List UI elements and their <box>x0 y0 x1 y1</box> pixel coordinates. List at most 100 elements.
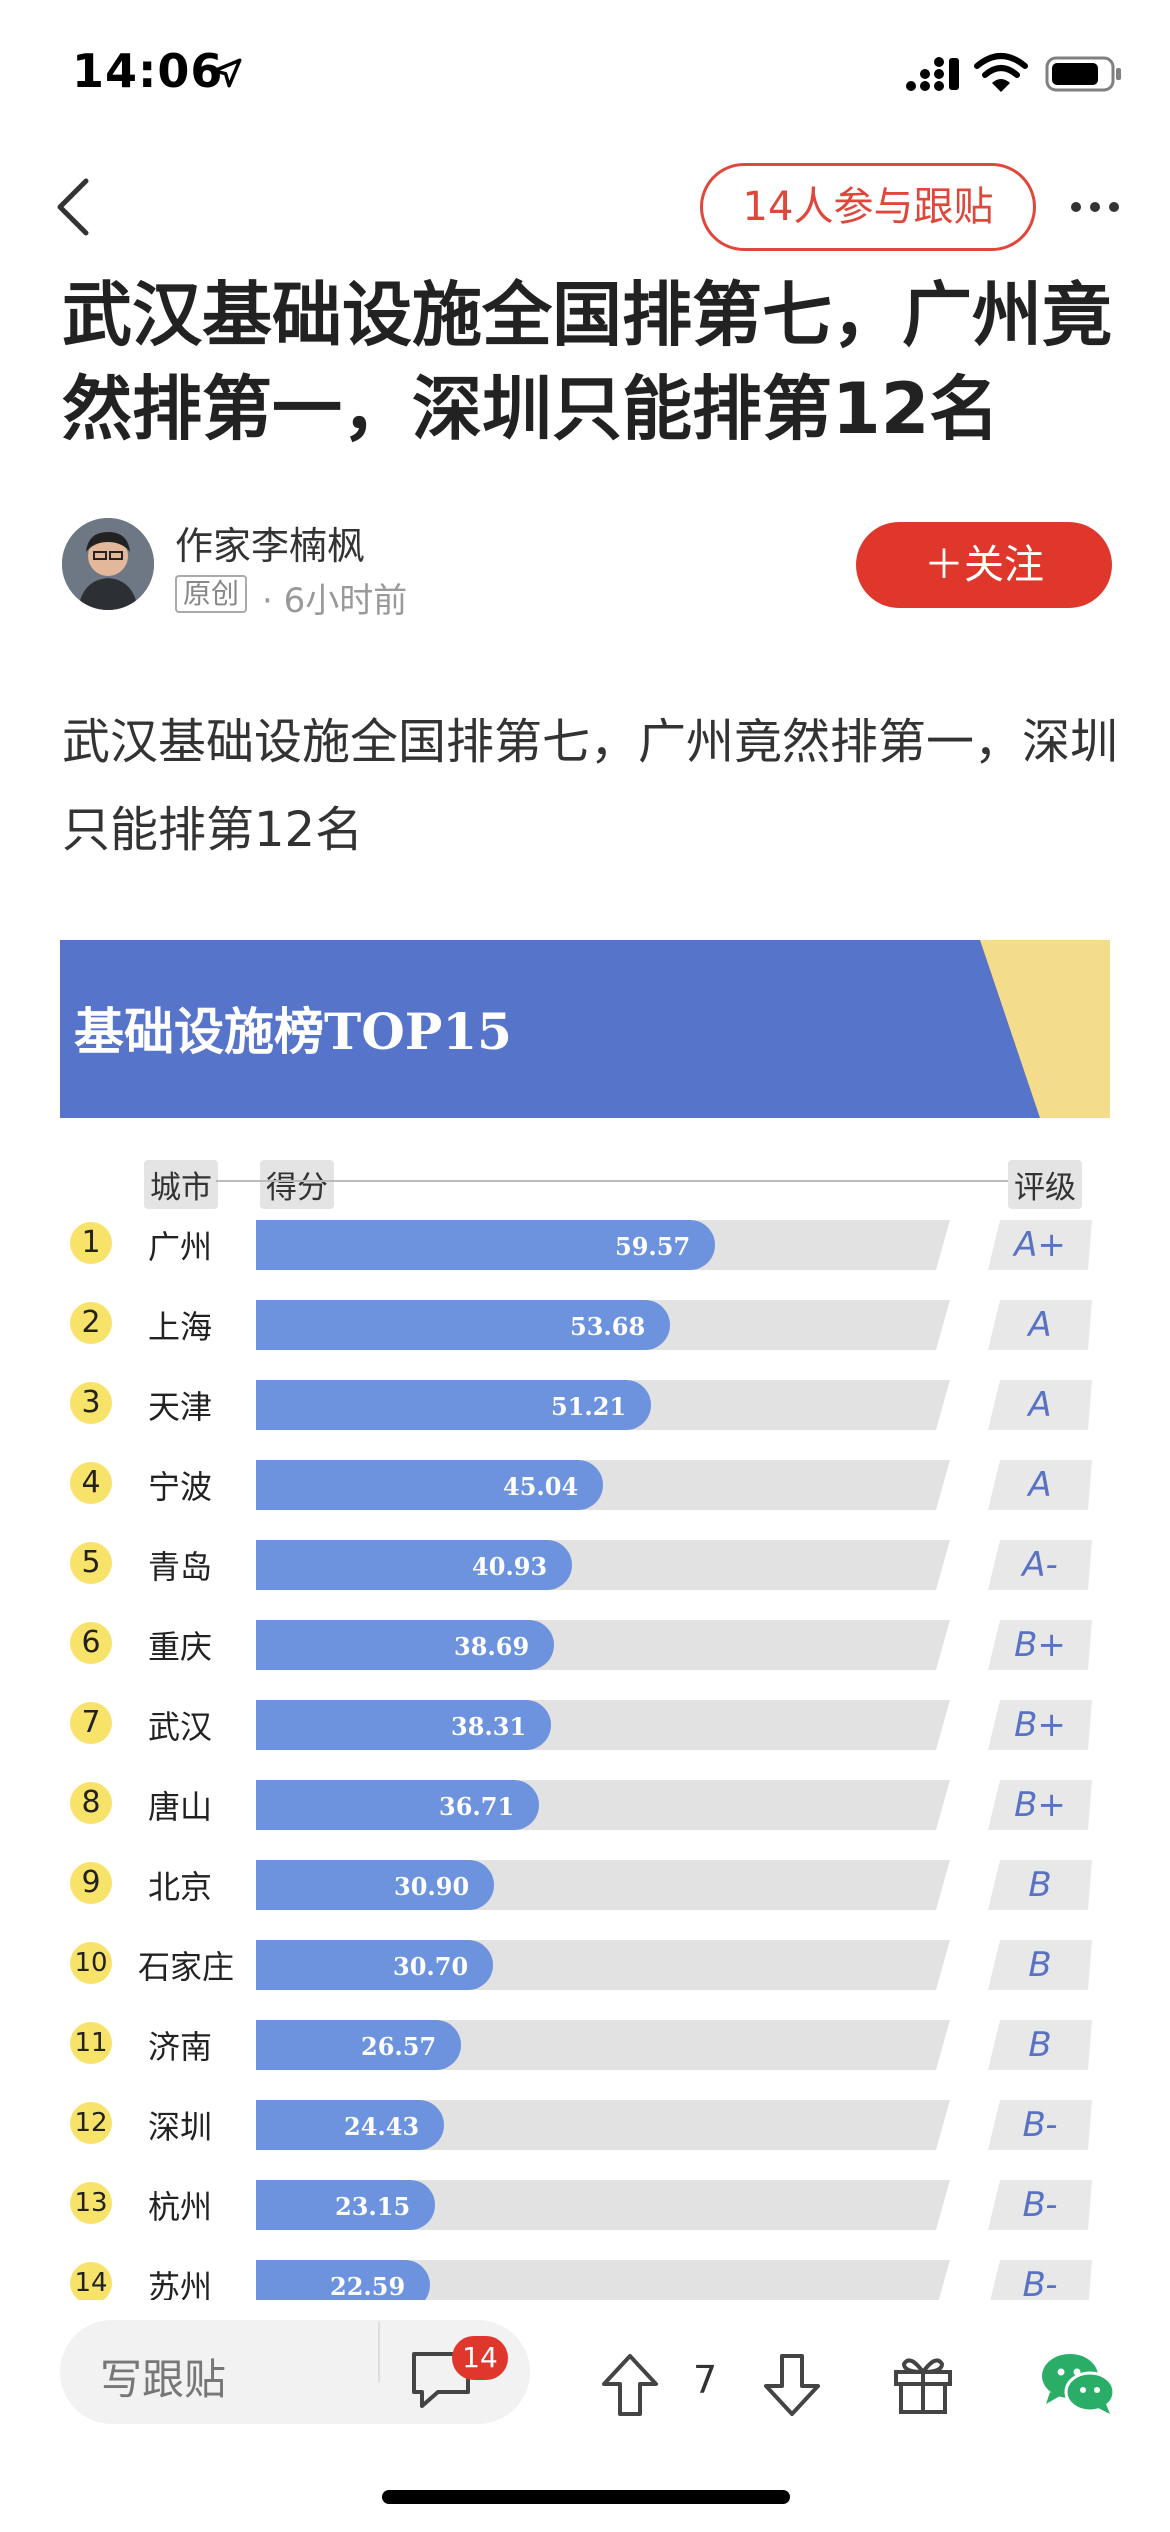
downvote-icon[interactable] <box>762 2352 822 2418</box>
rank-city: 深圳 <box>148 2108 213 2146</box>
grade-badge: B- <box>988 2180 1092 2230</box>
grade-badge: B <box>988 1940 1092 1990</box>
column-score-header: 得分 <box>260 1160 334 1209</box>
wechat-icon[interactable] <box>1040 2350 1116 2416</box>
wifi-icon <box>974 53 1028 92</box>
rank-city: 天津 <box>148 1388 213 1426</box>
rank-city: 济南 <box>148 2028 213 2066</box>
home-indicator <box>382 2490 790 2504</box>
author-name[interactable]: 作家李楠枫 <box>175 524 366 568</box>
avatar[interactable] <box>62 518 154 610</box>
ranking-image: 基础设施榜TOP15 城市 得分 评级 1 广州 59.57 A+ 2 上海 53.68 A 3… <box>60 940 1110 2300</box>
rank-city: 广州 <box>148 1228 213 1266</box>
vote-count: 7 <box>693 2358 718 2402</box>
rank-number: 1 <box>70 1222 112 1264</box>
grade-badge: B+ <box>988 1620 1092 1670</box>
article-title: 武汉基础设施全国排第七，广州竟然排第一，深圳只能排第12名 <box>62 274 1112 450</box>
score-bar <box>256 1300 670 1350</box>
original-badge: 原创 <box>175 575 248 613</box>
rank-city: 苏州 <box>148 2268 213 2300</box>
gift-icon[interactable] <box>890 2350 956 2416</box>
rank-number: 11 <box>70 2022 112 2064</box>
rank-number: 6 <box>70 1622 112 1664</box>
follow-button[interactable]: ＋关注 <box>856 522 1112 608</box>
score-bar-track <box>256 2020 950 2070</box>
ranking-row: 10 石家庄 30.70 B <box>60 1928 1110 1998</box>
ranking-row: 7 武汉 38.31 B+ <box>60 1688 1110 1758</box>
status-bar: 14:06 <box>0 0 1170 150</box>
upvote-icon[interactable] <box>600 2352 660 2418</box>
ranking-row: 12 深圳 24.43 B- <box>60 2088 1110 2158</box>
grade-badge: B <box>988 1860 1092 1910</box>
battery-icon <box>1045 56 1121 92</box>
ranking-row: 6 重庆 38.69 B+ <box>60 1608 1110 1678</box>
score-bar <box>256 2180 435 2230</box>
score-bar-track <box>256 1620 950 1670</box>
score-bar-track <box>256 2100 950 2150</box>
rank-city: 北京 <box>148 1868 213 1906</box>
grade-badge: B+ <box>988 1780 1092 1830</box>
back-icon[interactable] <box>52 175 96 239</box>
score-bar <box>256 1380 651 1430</box>
rank-number: 14 <box>70 2262 112 2300</box>
status-time: 14:06 <box>72 44 224 98</box>
grade-badge: B+ <box>988 1700 1092 1750</box>
score-bar-track <box>256 1380 950 1430</box>
score-value: 22.59 <box>330 2272 406 2300</box>
reply-input[interactable]: 写跟贴 <box>60 2320 530 2424</box>
score-bar-track <box>256 1540 950 1590</box>
article-body: 武汉基础设施全国排第七，广州竟然排第一，深圳只能排第12名 <box>62 714 1119 858</box>
follow-count-button[interactable]: 14人参与跟贴 <box>700 163 1036 251</box>
score-bar-track <box>256 1300 950 1350</box>
grade-badge: A <box>988 1300 1092 1350</box>
score-bar <box>256 2100 444 2150</box>
ranking-row: 11 济南 26.57 B <box>60 2008 1110 2078</box>
rank-number: 12 <box>70 2102 112 2144</box>
reply-placeholder: 写跟贴 <box>100 2355 227 2404</box>
location-arrow-icon <box>212 58 242 88</box>
grade-badge: A <box>988 1460 1092 1510</box>
rank-number: 5 <box>70 1542 112 1584</box>
score-bar <box>256 1220 715 1270</box>
toolbar-divider <box>378 2322 380 2382</box>
ranking-row: 14 苏州 22.59 B- <box>60 2248 1110 2300</box>
rank-number: 4 <box>70 1462 112 1504</box>
rank-number: 2 <box>70 1302 112 1344</box>
signal-icon <box>906 57 959 91</box>
score-value: 40.93 <box>472 1552 548 1581</box>
ranking-row: 2 上海 53.68 A <box>60 1288 1110 1358</box>
grade-badge: A+ <box>988 1220 1092 1270</box>
score-value: 30.90 <box>394 1872 470 1901</box>
score-value: 51.21 <box>551 1392 627 1421</box>
score-bar <box>256 2020 461 2070</box>
score-bar <box>256 1540 572 1590</box>
grade-badge: A- <box>988 1540 1092 1590</box>
rank-city: 上海 <box>148 1308 213 1346</box>
score-value: 45.04 <box>503 1472 579 1501</box>
score-value: 38.69 <box>454 1632 530 1661</box>
ranking-row: 13 杭州 23.15 B- <box>60 2168 1110 2238</box>
score-bar-track <box>256 1220 950 1270</box>
rank-city: 石家庄 <box>138 1948 235 1986</box>
score-bar-track <box>256 1860 950 1910</box>
grade-badge: A <box>988 1380 1092 1430</box>
column-grade-header: 评级 <box>1008 1160 1082 1209</box>
column-city-header: 城市 <box>144 1160 218 1209</box>
rank-city: 重庆 <box>148 1628 213 1666</box>
ranking-row: 5 青岛 40.93 A- <box>60 1528 1110 1598</box>
score-value: 59.57 <box>615 1232 691 1261</box>
comment-count-badge: 14 <box>452 2336 508 2380</box>
rank-number: 3 <box>70 1382 112 1424</box>
grade-badge: B- <box>988 2100 1092 2150</box>
score-value: 26.57 <box>361 2032 437 2061</box>
rank-city: 宁波 <box>148 1468 213 1506</box>
score-bar <box>256 1780 539 1830</box>
score-value: 23.15 <box>335 2192 411 2221</box>
rank-number: 7 <box>70 1702 112 1744</box>
score-bar <box>256 1620 554 1670</box>
score-bar-track <box>256 1940 950 1990</box>
score-bar <box>256 1940 493 1990</box>
more-icon[interactable] <box>1070 200 1120 214</box>
rank-city: 杭州 <box>148 2188 213 2226</box>
